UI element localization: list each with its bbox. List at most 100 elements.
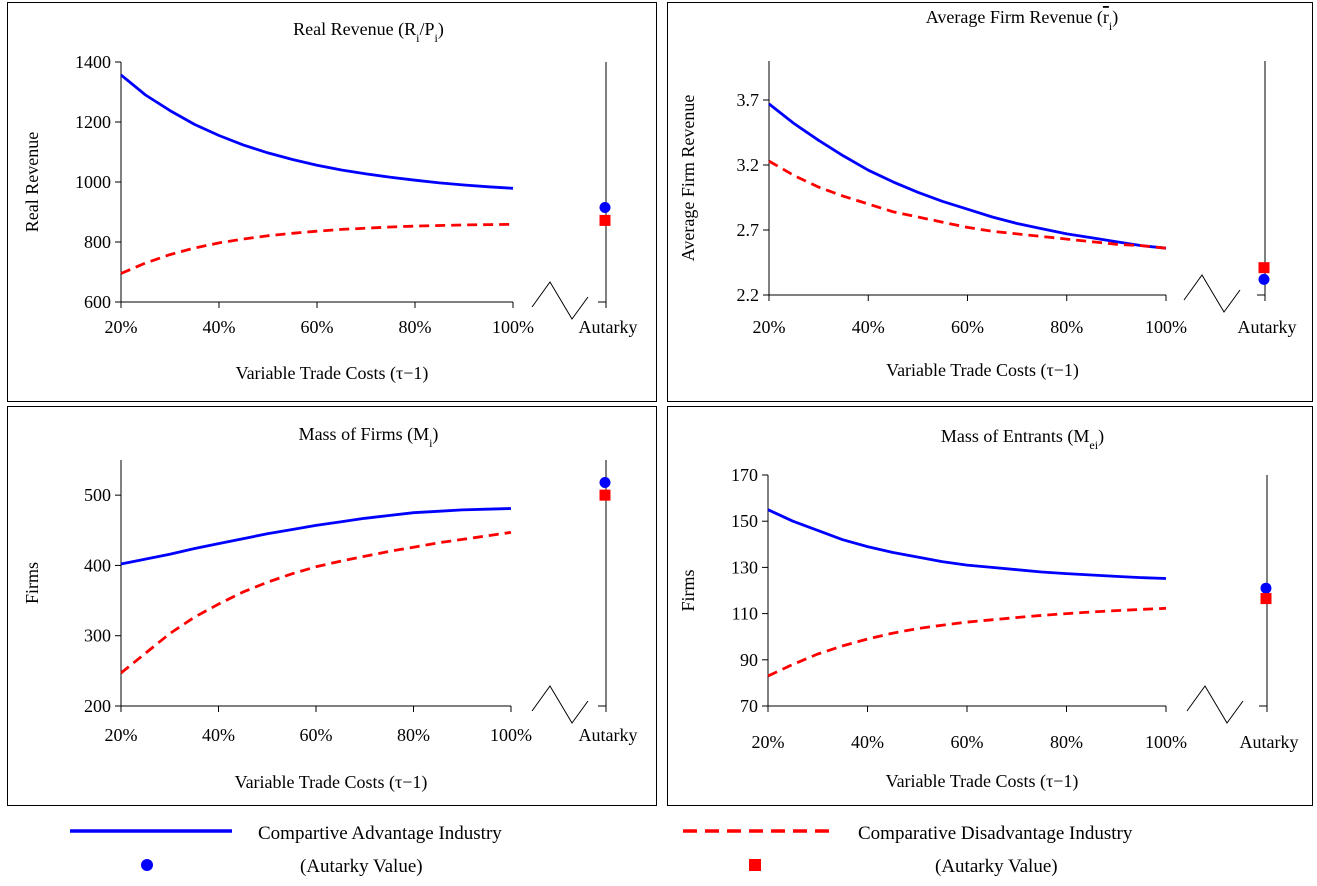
legend-disadvantage-autarky-label: (Autarky Value) (935, 856, 1058, 877)
series-line-advantage (768, 102, 1167, 250)
panel-real-revenue: Real Revenue (Ri/Pi) 600 800 1000 1200 1400 Re… (7, 2, 657, 402)
y-tick-label: 110 (732, 604, 758, 624)
x-axis-label: Variable Trade Costs (τ−1) (886, 360, 1079, 381)
title-part: ) (438, 19, 444, 40)
y-tick-label: 150 (731, 511, 758, 531)
y-tick-label: 500 (84, 485, 111, 505)
legend-advantage-autarky-label: (Autarky Value) (300, 856, 423, 877)
y-tick-label: 130 (731, 557, 758, 577)
x-tick-label: 80% (399, 317, 432, 337)
x-tick-label: 100% (490, 725, 532, 745)
y-tick-label: 1400 (75, 52, 111, 72)
chart-average-firm-revenue: Average Firm Revenue (ri) 2.2 2.7 3.2 3.7 Ave… (678, 7, 1297, 381)
series-line-advantage (767, 508, 1167, 580)
autarky-label: Autarky (579, 725, 638, 745)
panel-mass-of-firms: Mass of Firms (Mi) 200 300 400 500 Firms 20% 40… (7, 406, 657, 806)
legend-disadvantage-label: Comparative Disadvantage Industry (858, 823, 1133, 844)
x-tick-label: 40% (202, 725, 235, 745)
x-axis-label: Variable Trade Costs (τ−1) (886, 771, 1079, 792)
autarky-point-disadvantage (1260, 593, 1272, 605)
axis-break (531, 281, 589, 320)
chart-title: Mass of Firms (Mi) (299, 424, 439, 450)
series-line-disadvantage (120, 222, 514, 275)
y-tick-label: 200 (84, 696, 111, 716)
title-part: ) (1098, 426, 1104, 447)
x-tick-label: 40% (851, 732, 884, 752)
title-part: Mass of Entrants (M (941, 426, 1089, 447)
y-tick-label: 3.2 (737, 155, 760, 175)
x-tick-label: 20% (105, 317, 138, 337)
x-tick-label: 60% (951, 732, 984, 752)
autarky-point-disadvantage (599, 214, 611, 226)
title-part: Real Revenue (R (293, 19, 416, 40)
series-line-disadvantage (120, 531, 512, 675)
y-tick-label: 300 (84, 626, 111, 646)
panel-mass-of-entrants: Mass of Entrants (Mei) 70 90 110 130 150 170 Fi… (667, 406, 1313, 806)
series-line-advantage (120, 73, 514, 190)
x-tick-label: 80% (397, 725, 430, 745)
y-tick-label: 800 (84, 232, 111, 252)
title-part: ei (1089, 438, 1098, 452)
legend: Compartive Advantage Industry (Autarky V… (0, 812, 1317, 886)
autarky-point-advantage (599, 476, 611, 488)
x-tick-label: 20% (752, 732, 785, 752)
y-axis-label: Real Revenue (22, 132, 42, 232)
legend-advantage-label: Compartive Advantage Industry (258, 823, 502, 844)
x-tick-label: 80% (1050, 317, 1083, 337)
y-tick-label: 3.7 (737, 90, 760, 110)
x-tick-label: 20% (105, 725, 138, 745)
title-part: /P (419, 19, 434, 39)
x-tick-label: 40% (203, 317, 236, 337)
series-line-disadvantage (767, 606, 1167, 678)
title-part: ) (432, 424, 438, 445)
legend-svg: Compartive Advantage Industry (Autarky V… (70, 823, 1133, 877)
x-tick-label: 40% (852, 317, 885, 337)
x-axis-label: Variable Trade Costs (τ−1) (235, 772, 428, 793)
autarky-point-disadvantage (599, 489, 611, 501)
title-part: i (434, 31, 438, 45)
title-part: r (1103, 7, 1109, 27)
y-tick-label: 600 (84, 292, 111, 312)
chart-mass-of-entrants: Mass of Entrants (Mei) 70 90 110 130 150 170 Fi… (678, 426, 1299, 792)
y-tick-label: 2.7 (737, 220, 760, 240)
x-tick-label: 60% (300, 725, 333, 745)
x-axis-label: Variable Trade Costs (τ−1) (236, 363, 429, 384)
y-axis-label: Average Firm Revenue (678, 95, 698, 262)
x-tick-label: 80% (1050, 732, 1083, 752)
y-tick-label: 90 (740, 650, 758, 670)
chart-mass-of-firms: Mass of Firms (Mi) 200 300 400 500 Firms 20% 40… (22, 424, 638, 793)
title-part: i (416, 31, 420, 45)
autarky-point-advantage (1258, 273, 1270, 285)
x-tick-label: 100% (1145, 317, 1187, 337)
title-part: i (429, 436, 433, 450)
y-tick-label: 1000 (75, 172, 111, 192)
y-tick-label: 1200 (75, 112, 111, 132)
chart-title: Mass of Entrants (Mei) (941, 426, 1104, 452)
axis-break (1183, 274, 1241, 313)
y-tick-label: 400 (84, 555, 111, 575)
y-tick-label: 2.2 (737, 285, 760, 305)
autarky-point-disadvantage (1258, 262, 1270, 274)
chart-title: Average Firm Revenue (ri) (926, 7, 1118, 33)
series-line-advantage (120, 507, 512, 566)
series-line-disadvantage (768, 159, 1167, 250)
title-part: ) (1112, 7, 1118, 28)
chart-title: Real Revenue (Ri/Pi) (293, 19, 444, 45)
panel-average-firm-revenue: Average Firm Revenue (ri) 2.2 2.7 3.2 3.7 Ave… (667, 2, 1313, 402)
y-tick-label: 70 (740, 696, 758, 716)
autarky-point-advantage (1260, 582, 1272, 594)
y-axis-label: Firms (678, 569, 698, 611)
autarky-point-advantage (599, 202, 611, 213)
title-part: Mass of Firms (M (299, 424, 430, 445)
x-tick-label: 20% (753, 317, 786, 337)
axis-break (531, 685, 589, 724)
autarky-label: Autarky (1238, 317, 1297, 337)
autarky-label: Autarky (1240, 732, 1299, 752)
y-axis-label: Firms (22, 562, 42, 604)
title-part: i (1109, 19, 1113, 33)
chart-real-revenue: Real Revenue (Ri/Pi)600800100012001400Re… (22, 19, 638, 384)
x-tick-label: 60% (951, 317, 984, 337)
axis-break (1186, 685, 1244, 724)
autarky-label: Autarky (579, 317, 638, 337)
legend-advantage-autarky-marker (141, 859, 153, 871)
